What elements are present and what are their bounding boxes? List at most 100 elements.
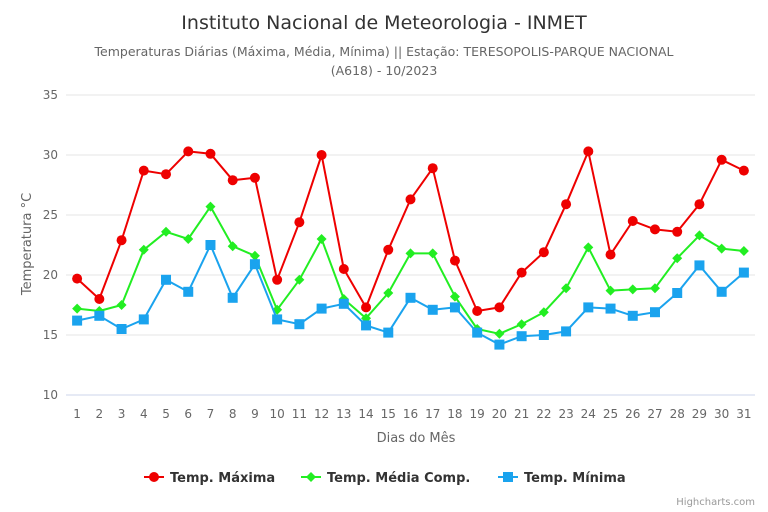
point-min-day-17[interactable] bbox=[427, 304, 438, 315]
point-max-day-14[interactable] bbox=[361, 302, 372, 313]
x-tick-label-20: 20 bbox=[492, 407, 507, 421]
point-min-day-11[interactable] bbox=[294, 319, 305, 330]
point-mean-day-9[interactable] bbox=[249, 250, 260, 261]
point-mean-day-28[interactable] bbox=[672, 253, 683, 264]
point-min-day-18[interactable] bbox=[449, 302, 460, 313]
point-mean-day-8[interactable] bbox=[227, 241, 238, 252]
point-min-day-16[interactable] bbox=[405, 292, 416, 303]
point-max-day-6[interactable] bbox=[183, 146, 194, 157]
x-tick-label-7: 7 bbox=[207, 407, 215, 421]
point-max-day-5[interactable] bbox=[161, 169, 172, 180]
point-max-day-28[interactable] bbox=[672, 226, 683, 237]
point-min-day-21[interactable] bbox=[516, 331, 527, 342]
point-max-day-12[interactable] bbox=[316, 150, 327, 160]
point-min-day-6[interactable] bbox=[183, 286, 194, 297]
point-min-day-1[interactable] bbox=[72, 315, 83, 326]
point-min-day-3[interactable] bbox=[116, 324, 127, 334]
point-max-day-20[interactable] bbox=[494, 302, 505, 313]
point-max-day-18[interactable] bbox=[449, 255, 460, 266]
point-max-day-4[interactable] bbox=[138, 165, 149, 176]
point-mean-day-27[interactable] bbox=[649, 283, 660, 294]
point-min-day-2[interactable] bbox=[94, 310, 105, 321]
point-max-day-25[interactable] bbox=[605, 249, 616, 260]
point-min-day-9[interactable] bbox=[249, 259, 260, 270]
point-max-day-30[interactable] bbox=[716, 154, 727, 165]
point-mean-day-15[interactable] bbox=[383, 288, 394, 298]
point-mean-day-17[interactable] bbox=[427, 248, 438, 259]
point-max-day-15[interactable] bbox=[383, 244, 394, 255]
point-min-day-20[interactable] bbox=[494, 339, 505, 350]
point-mean-day-1[interactable] bbox=[72, 303, 83, 314]
point-max-day-9[interactable] bbox=[249, 172, 260, 183]
point-max-day-17[interactable] bbox=[427, 163, 438, 174]
point-max-day-31[interactable] bbox=[738, 165, 749, 176]
point-max-day-8[interactable] bbox=[227, 175, 238, 186]
point-max-day-3[interactable] bbox=[116, 235, 127, 246]
point-max-day-16[interactable] bbox=[405, 194, 416, 205]
point-mean-day-18[interactable] bbox=[449, 291, 460, 302]
legend: Temp. Máxima Temp. Média Comp. Temp. Mín… bbox=[144, 471, 626, 486]
point-mean-day-25[interactable] bbox=[605, 285, 616, 296]
highcharts-credits[interactable]: Highcharts.com bbox=[676, 497, 755, 508]
point-min-day-12[interactable] bbox=[316, 303, 327, 314]
point-max-day-10[interactable] bbox=[272, 274, 283, 285]
x-tick-label-11: 11 bbox=[292, 407, 307, 421]
point-max-day-2[interactable] bbox=[94, 294, 105, 304]
point-min-day-31[interactable] bbox=[738, 267, 749, 278]
point-max-day-11[interactable] bbox=[294, 217, 305, 228]
point-mean-day-7[interactable] bbox=[205, 201, 216, 212]
point-min-day-24[interactable] bbox=[583, 302, 594, 313]
point-min-day-28[interactable] bbox=[672, 288, 683, 298]
point-mean-day-4[interactable] bbox=[138, 244, 149, 255]
point-max-day-27[interactable] bbox=[649, 224, 660, 235]
point-min-day-5[interactable] bbox=[161, 274, 172, 285]
point-mean-day-3[interactable] bbox=[116, 300, 127, 310]
point-mean-day-31[interactable] bbox=[738, 246, 749, 256]
point-mean-day-21[interactable] bbox=[516, 319, 527, 330]
point-mean-day-24[interactable] bbox=[583, 242, 594, 253]
point-max-day-23[interactable] bbox=[561, 199, 572, 210]
point-mean-day-12[interactable] bbox=[316, 234, 327, 244]
point-min-day-22[interactable] bbox=[538, 330, 549, 340]
point-min-day-23[interactable] bbox=[561, 326, 572, 337]
point-max-day-13[interactable] bbox=[338, 264, 349, 274]
point-min-day-10[interactable] bbox=[272, 314, 283, 325]
point-max-day-1[interactable] bbox=[72, 273, 83, 284]
point-mean-day-5[interactable] bbox=[161, 226, 172, 237]
point-mean-day-11[interactable] bbox=[294, 274, 305, 285]
point-mean-day-23[interactable] bbox=[561, 283, 572, 294]
legend-item-min[interactable]: Temp. Mínima bbox=[498, 471, 626, 486]
point-min-day-25[interactable] bbox=[605, 303, 616, 314]
point-mean-day-30[interactable] bbox=[716, 243, 727, 254]
point-min-day-29[interactable] bbox=[694, 260, 705, 271]
point-mean-day-26[interactable] bbox=[627, 284, 638, 295]
point-min-day-15[interactable] bbox=[383, 327, 394, 338]
x-tick-label-6: 6 bbox=[184, 407, 192, 421]
point-max-day-19[interactable] bbox=[472, 306, 483, 316]
point-min-day-30[interactable] bbox=[716, 286, 727, 297]
legend-item-mean[interactable]: Temp. Média Comp. bbox=[301, 471, 470, 486]
point-max-day-26[interactable] bbox=[627, 216, 638, 226]
point-max-day-22[interactable] bbox=[538, 247, 549, 258]
legend-label-max: Temp. Máxima bbox=[170, 471, 275, 486]
point-min-day-27[interactable] bbox=[649, 307, 660, 318]
point-mean-day-6[interactable] bbox=[183, 234, 194, 244]
point-max-day-24[interactable] bbox=[583, 146, 594, 157]
point-mean-day-29[interactable] bbox=[694, 230, 705, 241]
point-min-day-4[interactable] bbox=[138, 314, 149, 325]
x-tick-label-28: 28 bbox=[670, 407, 685, 421]
point-mean-day-20[interactable] bbox=[494, 328, 505, 339]
point-min-day-26[interactable] bbox=[627, 310, 638, 321]
point-min-day-19[interactable] bbox=[472, 327, 483, 338]
point-max-day-21[interactable] bbox=[516, 267, 527, 278]
point-max-day-29[interactable] bbox=[694, 199, 705, 210]
x-axis-title: Dias do Mês bbox=[377, 431, 456, 446]
legend-item-max[interactable]: Temp. Máxima bbox=[144, 471, 275, 486]
point-mean-day-16[interactable] bbox=[405, 248, 416, 259]
point-min-day-14[interactable] bbox=[361, 320, 372, 331]
point-min-day-13[interactable] bbox=[338, 298, 349, 309]
point-mean-day-22[interactable] bbox=[538, 307, 549, 318]
point-max-day-7[interactable] bbox=[205, 148, 216, 159]
point-min-day-8[interactable] bbox=[227, 292, 238, 303]
point-min-day-7[interactable] bbox=[205, 240, 216, 250]
